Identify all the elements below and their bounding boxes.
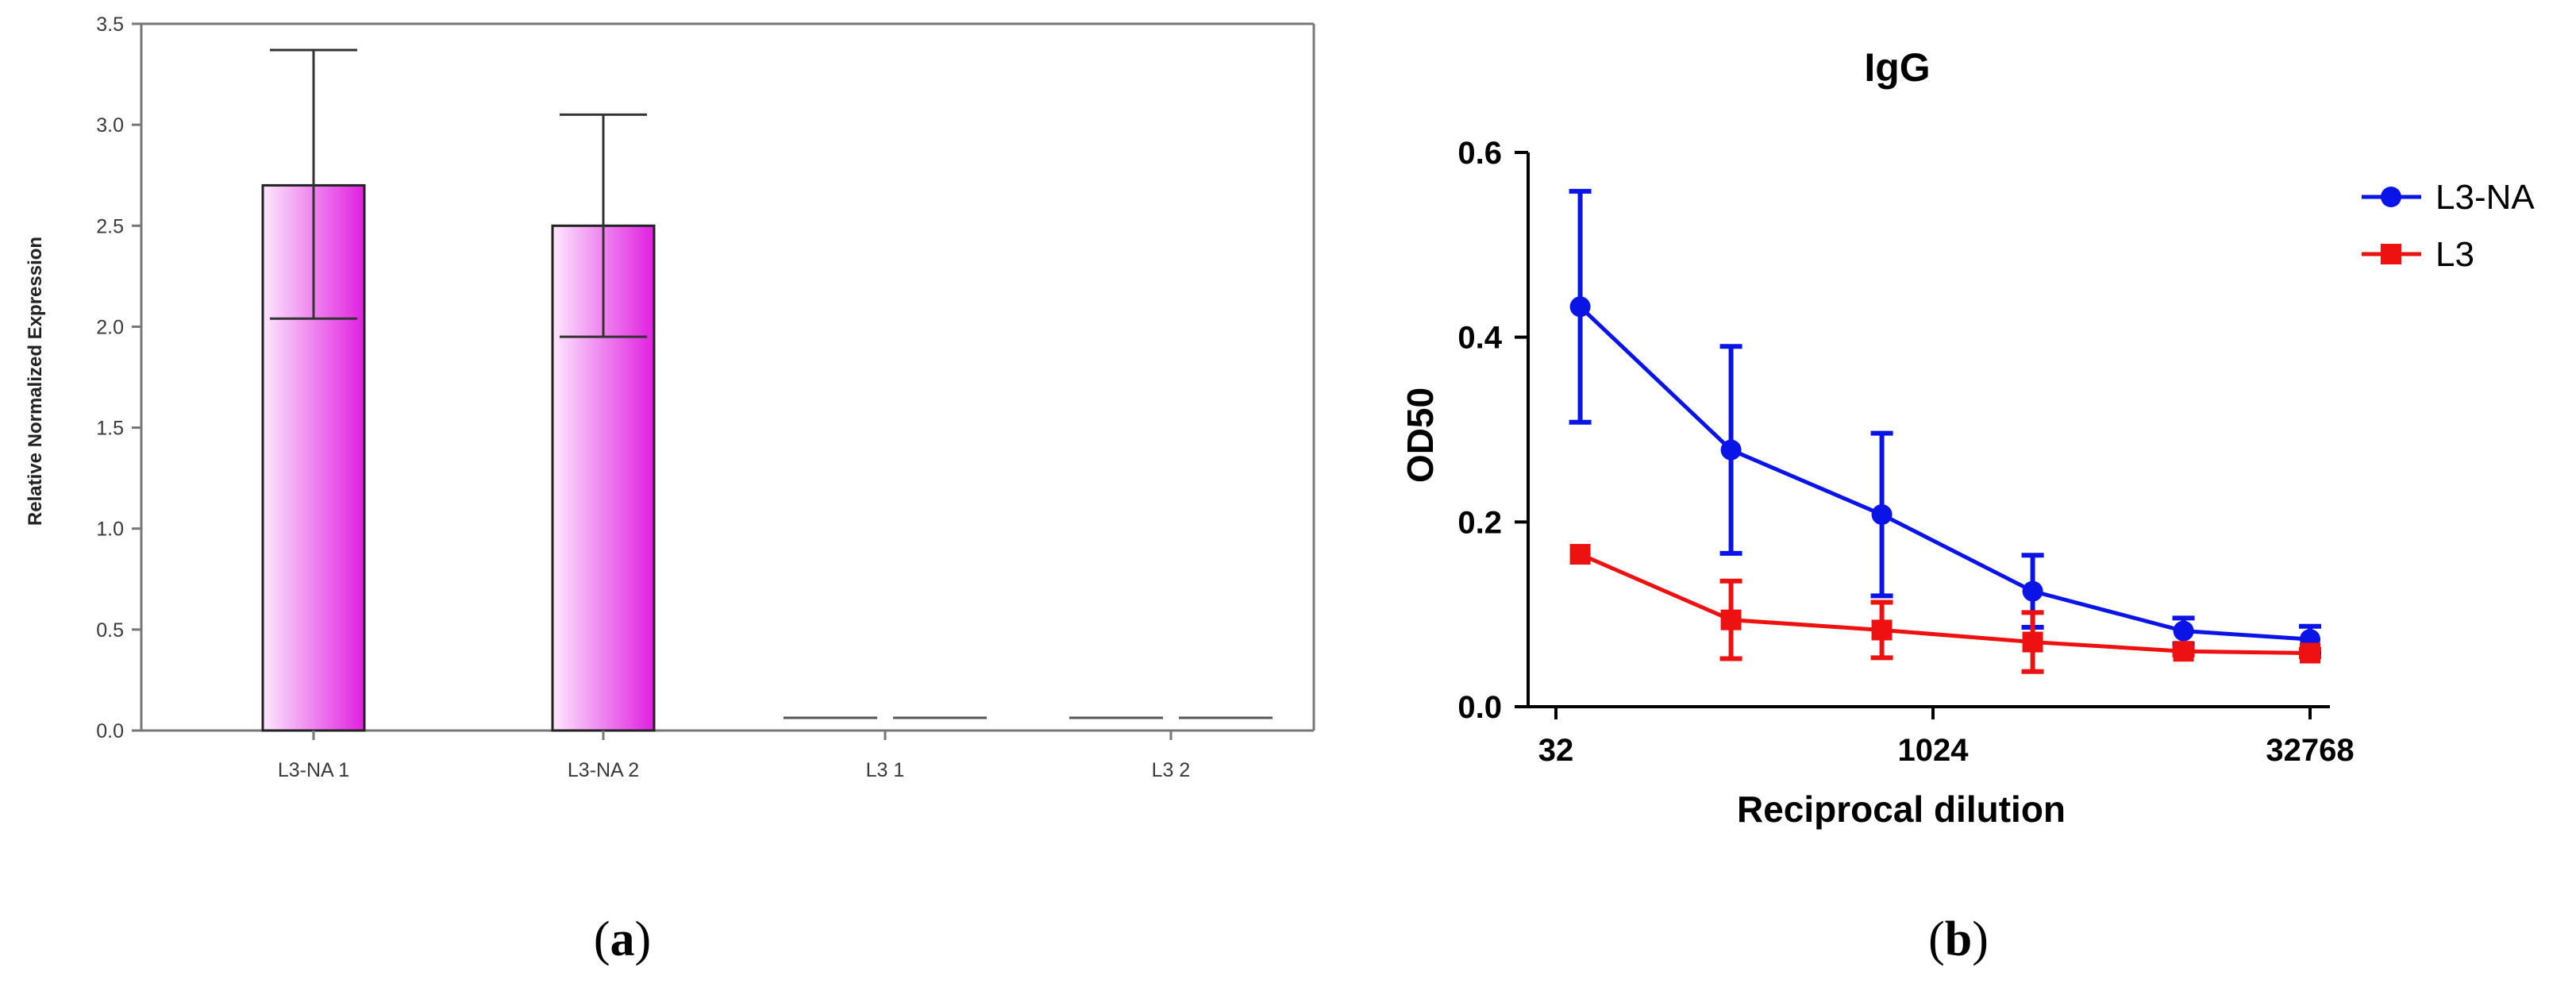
- data-point: [1569, 544, 1591, 565]
- legend-marker: [2381, 244, 2401, 264]
- y-tick-label-b: 0.0: [1457, 690, 1502, 725]
- y-tick-label-a: 1.5: [96, 418, 124, 440]
- legend-marker: [2381, 187, 2401, 207]
- line-chart-b: 0.0 0.2 0.4 0.6 32 1024 32768 IgG Reciprocal …: [1400, 45, 2535, 830]
- y-tick-label-a: 0.0: [96, 720, 124, 742]
- y-tick-label-b: 0.6: [1457, 136, 1502, 171]
- y-tick-label-b: 0.2: [1457, 505, 1502, 540]
- y-tick-label-a: 0.5: [96, 619, 124, 642]
- data-point: [2300, 642, 2320, 664]
- panel-label-a: (a): [594, 912, 651, 966]
- series-line-l3: [1579, 552, 2311, 656]
- data-point: [1720, 439, 1742, 461]
- y-tick-label-a: 3.5: [96, 13, 124, 36]
- chart-title-b: IgG: [1864, 45, 1930, 90]
- y-tick-label-a: 1.0: [96, 519, 124, 541]
- data-point: [1569, 296, 1591, 318]
- x-tick-label-b: 1024: [1898, 733, 1970, 768]
- y-tick-label-a: 3.0: [96, 114, 124, 137]
- data-point: [1720, 609, 1742, 630]
- data-point: [2173, 641, 2194, 662]
- y-tick-label-a: 2.5: [96, 215, 124, 237]
- y-tick-label-a: 2.0: [96, 316, 124, 338]
- legend-b: L3-NA L3: [2362, 178, 2535, 274]
- data-point: [1871, 619, 1893, 641]
- x-tick-label-a: L3 1: [866, 759, 905, 781]
- x-tick-label-a: L3-NA 1: [278, 759, 349, 781]
- x-tick-label-b: 32: [1538, 733, 1574, 768]
- panel-label-b: (b): [1928, 912, 1989, 966]
- legend-label: L3: [2435, 235, 2474, 274]
- data-point: [1871, 504, 1893, 526]
- data-point: [2022, 580, 2043, 602]
- x-tick-label-a: L3 2: [1152, 759, 1191, 781]
- series-line-l3-na: [1578, 305, 2311, 642]
- y-axis-label-b: OD50: [1400, 387, 1441, 483]
- data-point: [2173, 620, 2194, 642]
- legend-label: L3-NA: [2435, 178, 2535, 217]
- x-tick-label-a: L3-NA 2: [568, 759, 639, 781]
- x-tick-label-b: 32768: [2266, 733, 2354, 768]
- x-axis-label-b: Reciprocal dilution: [1737, 788, 2066, 830]
- y-axis-label-a: Relative Normalized Expression: [25, 237, 46, 526]
- data-point: [2022, 631, 2043, 653]
- bar-chart-a: 0.0 0.5 1.0 1.5 2.0 2.5 3.0 3.5 L3-NA 1 L3-NA 2 L…: [25, 13, 1315, 781]
- y-tick-label-b: 0.4: [1457, 321, 1502, 356]
